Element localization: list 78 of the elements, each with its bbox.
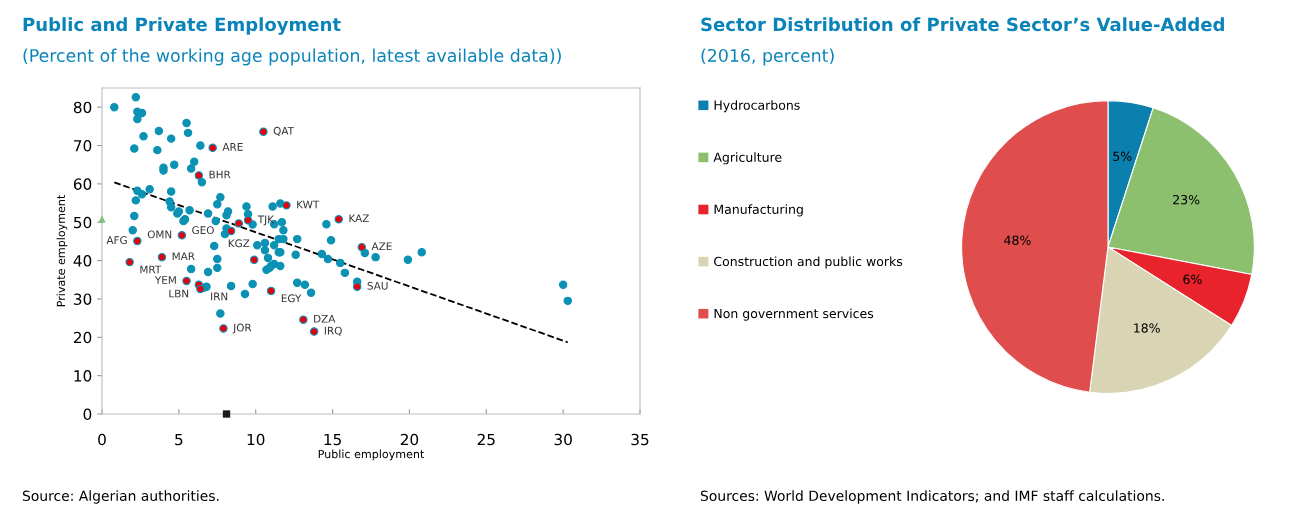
annotation: TJK [257, 215, 275, 226]
y-tick-label: 70 [74, 139, 92, 152]
y-tick-label: 50 [74, 216, 92, 229]
x-tick-label: 0 [98, 433, 106, 446]
source-note: Source: Algerian authorities. [22, 490, 219, 504]
x-tick-label: 25 [477, 433, 495, 446]
chart-subtitle: (Percent of the working age population, latest available data)) [23, 48, 561, 66]
legend-label: Non government services [714, 308, 874, 321]
annotation: QAT [273, 126, 295, 136]
point [98, 215, 106, 223]
point [266, 286, 276, 296]
point [334, 214, 343, 224]
point [357, 242, 367, 252]
point [222, 410, 231, 418]
annotation: BHR [209, 170, 231, 179]
annotation: EGY [281, 294, 302, 303]
annotation: LBN [169, 289, 189, 298]
legend-label: Agriculture [713, 152, 782, 165]
point [157, 252, 167, 262]
annotation: IRN [211, 292, 228, 301]
point [249, 255, 259, 265]
annotation: IRQ [324, 326, 342, 336]
point [219, 324, 228, 333]
annotation: AFG [106, 236, 127, 245]
y-tick-label: 0 [83, 408, 92, 421]
point [243, 216, 253, 225]
annotation: GEO [192, 226, 214, 235]
x-tick-label: 15 [324, 433, 341, 446]
annotation: JOR [232, 323, 252, 334]
x-axis-title: Public employment [318, 449, 425, 461]
data-label: 48% [1004, 235, 1031, 245]
annotation: YEM [154, 276, 176, 284]
point [125, 257, 134, 267]
point [352, 282, 362, 291]
x-tick-label: 10 [247, 433, 265, 446]
x-tick-label: 20 [400, 433, 419, 446]
chart-subtitle: (2016, percent) [701, 48, 834, 66]
y-tick-label: 30 [74, 293, 92, 305]
annotation: MRT [140, 265, 162, 274]
source-note: Sources: World Development Indicators; and IMF staff calculations. [700, 490, 1164, 504]
annotation: ARE [222, 143, 243, 151]
x-tick-label: 30 [554, 433, 572, 446]
annotation: KAZ [349, 214, 369, 223]
data-label: 23% [1173, 194, 1200, 205]
y-tick-label: 60 [73, 178, 92, 190]
legend-label: Manufacturing [714, 204, 803, 217]
data-label: 18% [1134, 323, 1160, 333]
point [259, 127, 268, 136]
y-tick-label: 10 [74, 370, 92, 382]
legend-label: Construction and public works [714, 256, 903, 269]
data-label: 5% [1113, 151, 1132, 161]
annotation: KWT [297, 200, 320, 209]
data-label: 6% [1183, 274, 1202, 285]
chart-title: Sector Distribution of Private Sector’s Value-Added [701, 17, 1224, 32]
point [208, 143, 217, 153]
point [177, 231, 187, 240]
annotation: DZA [314, 314, 336, 323]
point [133, 236, 142, 246]
x-tick-label: 5 [175, 433, 183, 446]
point [226, 226, 236, 236]
point [234, 219, 244, 228]
annotation: OMN [147, 230, 172, 239]
annotation: AZE [371, 242, 392, 251]
point [282, 201, 291, 210]
point [182, 276, 191, 286]
y-axis-title: Private employment [56, 195, 68, 307]
point [299, 315, 308, 324]
point [194, 171, 204, 180]
annotation: KGZ [228, 239, 250, 248]
annotation: SAU [367, 281, 388, 290]
chart-title: Public and Private Employment [23, 17, 341, 35]
annotation: MAR [172, 252, 195, 261]
point [309, 327, 319, 336]
y-tick-label: 20 [73, 331, 92, 344]
y-tick-label: 80 [73, 101, 92, 114]
x-tick-label: 35 [631, 433, 649, 446]
y-tick-label: 40 [73, 255, 92, 267]
legend-label: Hydrocarbons [714, 100, 800, 113]
